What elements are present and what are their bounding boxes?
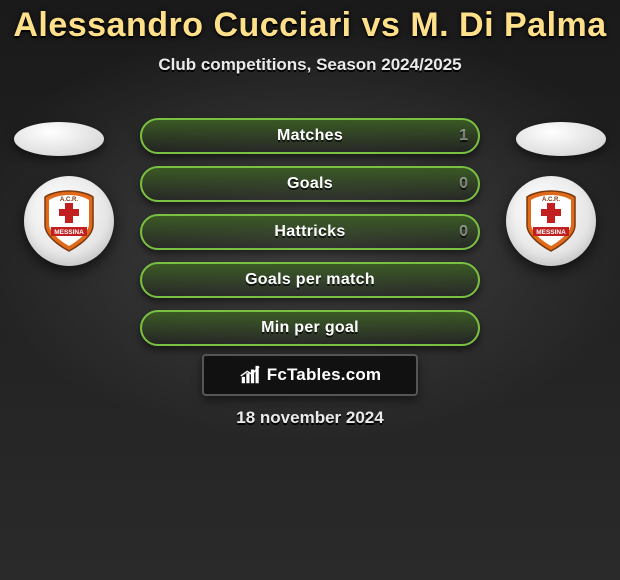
brand-badge: FcTables.com	[202, 354, 418, 396]
brand-text: FcTables.com	[267, 365, 382, 385]
player-photo-right	[516, 122, 606, 156]
stat-right-value: 0	[459, 223, 468, 241]
svg-text:A.C.R.: A.C.R.	[542, 197, 560, 203]
stat-label: Min per goal	[261, 319, 359, 337]
stats-list: Matches 1 Goals 0 Hattricks 0 Goals per …	[140, 118, 480, 346]
stat-right-value: 0	[459, 175, 468, 193]
stat-row-matches: Matches 1	[140, 118, 480, 154]
stat-label: Matches	[277, 127, 343, 145]
club-crest-left: A.C.R. MESSINA	[24, 176, 114, 266]
page-title: Alessandro Cucciari vs M. Di Palma	[0, 0, 620, 45]
stat-label: Goals per match	[245, 271, 375, 289]
stat-row-hattricks: Hattricks 0	[140, 214, 480, 250]
player-photo-left	[14, 122, 104, 156]
snapshot-date: 18 november 2024	[0, 408, 620, 428]
stat-row-min-per-goal: Min per goal	[140, 310, 480, 346]
svg-text:MESSINA: MESSINA	[536, 229, 566, 236]
stat-row-goals: Goals 0	[140, 166, 480, 202]
stat-label: Goals	[287, 175, 333, 193]
club-crest-right: A.C.R. MESSINA	[506, 176, 596, 266]
bar-chart-icon	[239, 364, 261, 386]
messina-crest-icon: A.C.R. MESSINA	[39, 189, 99, 253]
stat-row-goals-per-match: Goals per match	[140, 262, 480, 298]
crest-banner-text: MESSINA	[54, 229, 84, 236]
stat-right-value: 1	[459, 127, 468, 145]
stat-label: Hattricks	[274, 223, 345, 241]
subtitle: Club competitions, Season 2024/2025	[0, 55, 620, 75]
crest-ring-text: A.C.R.	[60, 197, 78, 203]
messina-crest-icon: A.C.R. MESSINA	[521, 189, 581, 253]
